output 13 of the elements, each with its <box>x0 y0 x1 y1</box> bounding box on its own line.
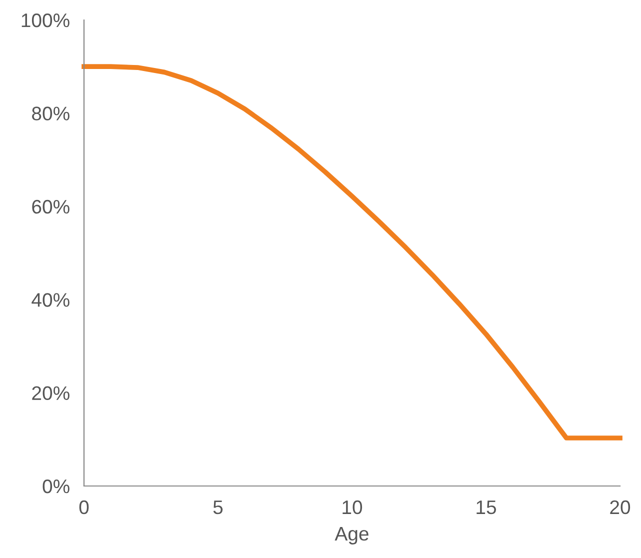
y-tick-label: 80% <box>32 106 70 120</box>
y-tick-label: 100% <box>22 13 70 28</box>
x-axis-title: Age <box>334 527 368 544</box>
y-tick-label: 0% <box>42 479 70 494</box>
x-tick-label: 5 <box>213 500 223 514</box>
line-series <box>82 64 622 440</box>
y-tick-label: 20% <box>32 386 70 400</box>
x-tick-label: 10 <box>342 500 362 514</box>
y-tick-label: 60% <box>32 200 70 214</box>
x-tick-label: 20 <box>610 500 630 514</box>
x-tick-label: 15 <box>476 500 496 514</box>
y-tick-label: 40% <box>32 293 70 307</box>
x-tick-label: 0 <box>79 500 89 514</box>
